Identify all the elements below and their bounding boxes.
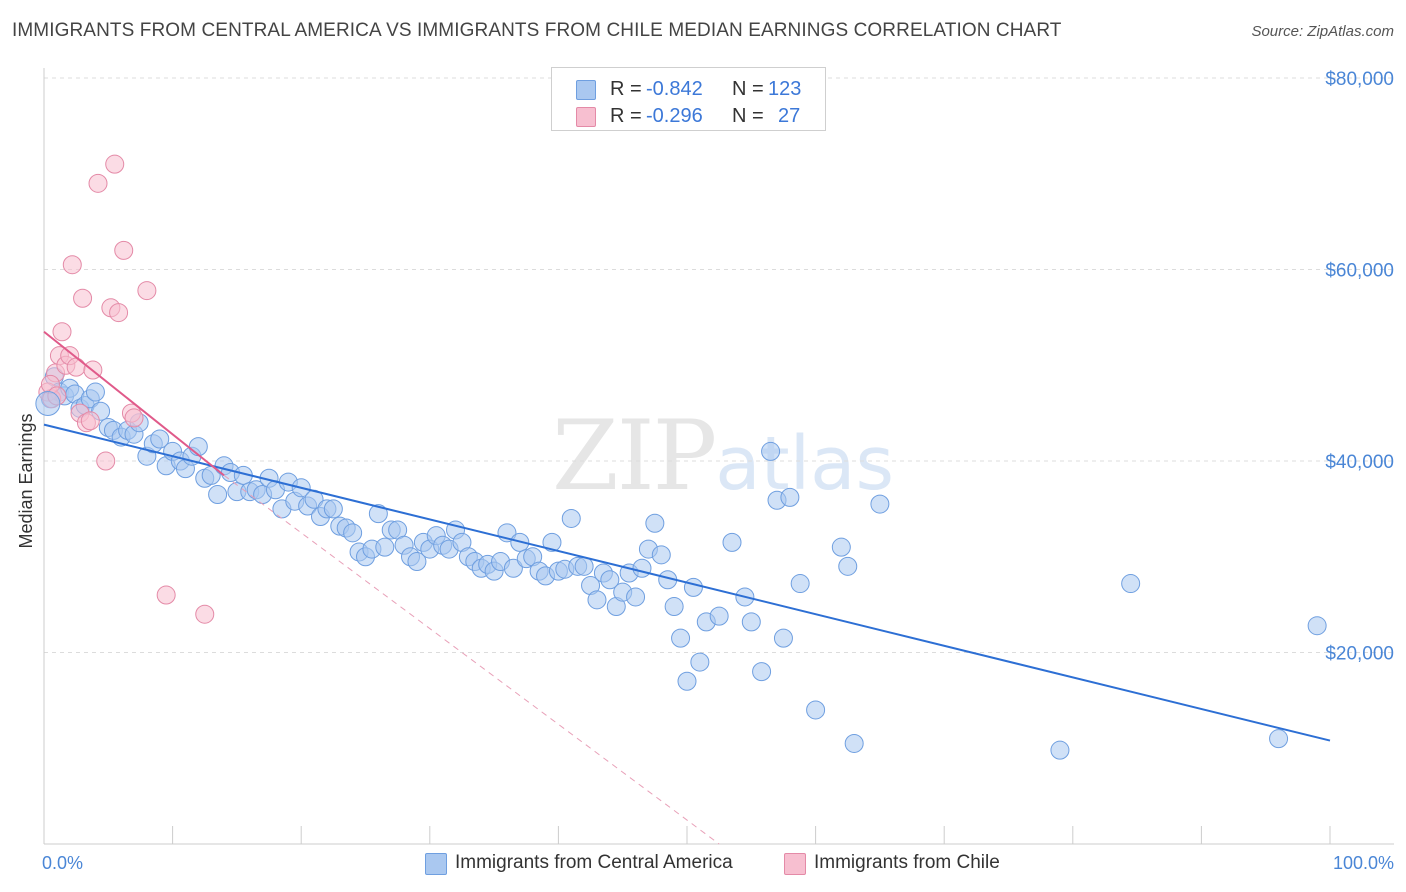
point-central-america [542,532,562,552]
point-central-america [677,671,697,691]
legend-swatch-central-america [576,80,596,100]
legend-swatch-central-america [425,853,447,875]
legend-swatch-chile [576,107,596,127]
point-central-america [574,556,594,576]
point-chile [124,408,144,428]
legend-n-value: 27 [778,104,801,127]
point-central-america [690,652,710,672]
point-central-america [1050,740,1070,760]
point-central-america [375,537,395,557]
watermark-zip: ZIP [552,400,717,512]
legend-label-central-america: Immigrants from Central America [455,852,733,873]
x-tick-label: 0.0% [42,853,83,873]
point-central-america [651,545,671,565]
y-tick-label: $20,000 [1325,644,1394,665]
correlation-legend: R = -0.842 N = 123 R = -0.296 N = 27 [551,67,826,131]
point-central-america [645,513,665,533]
point-chile [62,255,82,275]
x-tick-label: 100.0% [1333,853,1394,873]
point-chile [195,604,215,624]
watermark: ZIPatlas [552,400,894,512]
point-central-america [1269,729,1289,749]
point-central-america [188,437,208,457]
legend-n-value: 123 [768,77,802,100]
point-central-america [632,558,652,578]
point-chile [105,154,125,174]
point-central-america [150,429,170,449]
point-chile [73,288,93,308]
point-central-america [741,612,761,632]
chart-source: Source: ZipAtlas.com [1251,23,1394,40]
point-chile [137,281,157,301]
point-central-america [773,628,793,648]
trend-line-extension-chile [223,474,720,845]
point-chile [96,451,116,471]
y-axis-label: Median Earnings [16,413,36,548]
y-tick-label: $60,000 [1325,261,1394,282]
point-chile [88,173,108,193]
legend-r-label: R = [610,104,642,127]
point-central-america [722,532,742,552]
point-central-america [1121,574,1141,594]
point-central-america [85,382,105,402]
legend-label-chile: Immigrants from Chile [814,852,1000,873]
point-central-america [780,487,800,507]
point-central-america [407,552,427,572]
chart-title: IMMIGRANTS FROM CENTRAL AMERICA VS IMMIG… [12,20,1062,41]
point-central-america [709,606,729,626]
point-chile [114,240,134,260]
point-central-america [1307,616,1327,636]
point-central-america [806,700,826,720]
legend-swatch-chile [784,853,806,875]
point-central-america [790,574,810,594]
point-central-america [838,556,858,576]
watermark-atlas: atlas [715,421,895,507]
point-central-america [761,441,781,461]
legend-r-value: -0.842 [646,77,703,100]
point-central-america [323,499,343,519]
legend-r-value: -0.296 [646,104,703,127]
point-central-america [626,587,646,607]
point-chile [80,411,100,431]
trend-line-central-america [43,423,1331,742]
point-chile [52,322,72,342]
point-central-america [343,523,363,543]
point-central-america [600,570,620,590]
point-central-america [683,577,703,597]
legend-r-label: R = [610,77,642,100]
point-central-america [844,733,864,753]
point-central-america [561,508,581,528]
point-central-america [587,590,607,610]
point-central-america [664,597,684,617]
point-central-america [831,537,851,557]
point-central-america [752,662,772,682]
point-central-america [671,628,691,648]
legend-n-label: N = [732,77,764,100]
point-central-america [208,485,228,505]
point-chile [66,357,86,377]
point-chile [156,585,176,605]
y-tick-label: $80,000 [1325,69,1394,90]
legend-n-label: N = [732,104,764,127]
y-tick-label: $40,000 [1325,452,1394,473]
trend-line-chile [43,330,225,477]
point-central-america [870,494,890,514]
point-central-america [503,558,523,578]
point-central-america [35,391,61,417]
point-chile [109,303,129,323]
point-central-america [368,504,388,524]
